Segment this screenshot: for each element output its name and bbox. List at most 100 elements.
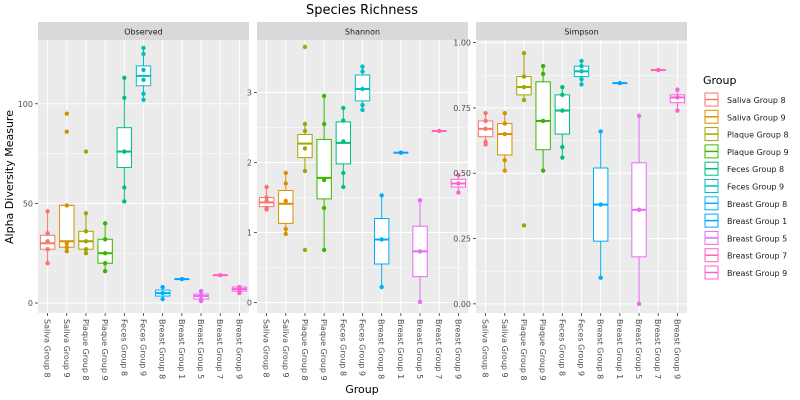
data-point [341, 170, 346, 176]
data-point [64, 111, 69, 116]
box-saliva-group-9 [497, 110, 513, 173]
legend-label: Saliva Group 8 [727, 96, 786, 105]
box-saliva-group-9 [59, 111, 75, 254]
data-point [64, 241, 69, 246]
x-axis-title: Group [345, 383, 379, 396]
box-plaque-group-8 [516, 50, 532, 228]
data-point [45, 231, 50, 236]
data-point [521, 84, 527, 90]
data-point [83, 211, 89, 216]
y-tick-label: 100 [18, 100, 33, 109]
legend-item: Saliva Group 9 [704, 109, 786, 124]
iqr-box [316, 138, 332, 200]
box-feces-group-8 [554, 84, 571, 160]
data-point [560, 155, 565, 160]
data-point [456, 190, 461, 195]
facet-strip-label: Shannon [345, 28, 380, 37]
legend-title: Group [703, 74, 737, 87]
box-saliva-group-8 [39, 209, 56, 266]
data-point [45, 239, 50, 244]
data-point [579, 76, 584, 82]
x-tick-label: Plaque Group 9 [319, 319, 328, 381]
y-tick-label: 0 [28, 299, 33, 308]
data-point [141, 97, 146, 102]
x-tick-label: Saliva Group 8 [262, 319, 271, 378]
data-point [483, 126, 488, 132]
data-point [122, 185, 127, 190]
data-point [141, 51, 146, 57]
chart-title: Species Richness [306, 3, 418, 18]
box-plaque-group-8 [297, 44, 313, 253]
data-point [417, 198, 423, 203]
panel-shannon: Shannon 0 1 2 3 Saliva Group 8 Saliva Group 9 P… [247, 22, 468, 381]
data-point [198, 298, 204, 304]
box-feces-group-9 [354, 64, 371, 113]
data-point [321, 205, 327, 211]
data-point [636, 301, 642, 307]
data-point [141, 77, 146, 83]
data-point [83, 229, 89, 234]
iqr-box [297, 134, 313, 159]
data-point [122, 199, 127, 204]
x-tick-label: Saliva Group 9 [281, 319, 290, 378]
y-tick-label: 0.25 [453, 235, 471, 244]
box-saliva-group-9 [278, 170, 294, 237]
box-breast-group-5 [412, 198, 428, 304]
data-point [360, 69, 365, 74]
data-point [198, 292, 204, 298]
data-point [540, 71, 546, 77]
data-point [83, 247, 89, 252]
data-point [341, 105, 346, 111]
data-point [302, 247, 308, 253]
x-tick-label: Feces Group 9 [358, 319, 367, 376]
data-point [283, 181, 288, 186]
box-plaque-group-9 [97, 221, 113, 274]
data-point [379, 284, 384, 290]
box-breast-group-8 [154, 284, 171, 302]
iqr-box [497, 123, 513, 156]
data-point [283, 231, 288, 237]
y-tick-label: 0.50 [453, 169, 471, 178]
iqr-box [278, 190, 294, 224]
data-point [283, 198, 288, 204]
data-point [656, 67, 661, 73]
x-tick-label: Breast Group 7 [434, 319, 443, 379]
data-point [560, 144, 565, 150]
data-point [598, 129, 603, 134]
data-point [398, 150, 404, 155]
data-point [456, 181, 461, 186]
data-point [321, 177, 327, 183]
legend-label: Plaque Group 9 [727, 148, 789, 157]
x-tick-label: Plaque Group 9 [538, 319, 547, 381]
data-point [379, 237, 384, 242]
box-plaque-group-9 [316, 93, 332, 253]
data-point [321, 121, 327, 127]
x-tick-label: Breast Group 7 [215, 319, 224, 379]
data-point [302, 128, 308, 134]
data-point [141, 91, 146, 97]
box-breast-group-1 [612, 80, 628, 86]
box-breast-group-9 [231, 284, 248, 296]
y-tick-label: 50 [23, 199, 33, 208]
box-breast-group-9 [450, 172, 467, 195]
legend-item: Breast Group 9 [704, 265, 787, 280]
data-point [360, 102, 365, 108]
data-point [102, 251, 108, 256]
legend-items: Saliva Group 8 Saliva Group 9 Plaque Group… [704, 92, 789, 280]
iqr-box [535, 81, 551, 151]
legend-item: Breast Group 5 [704, 230, 787, 245]
data-point [579, 63, 584, 69]
data-point [122, 149, 127, 154]
data-point [45, 260, 50, 266]
legend-label: Breast Group 7 [727, 252, 787, 261]
data-point [675, 95, 680, 100]
data-point [560, 84, 565, 90]
legend-label: Breast Group 5 [727, 234, 787, 243]
box-breast-group-7 [212, 272, 228, 278]
data-point [64, 249, 69, 254]
data-point [264, 195, 269, 200]
data-point [64, 245, 69, 250]
legend-label: Saliva Group 9 [727, 113, 786, 122]
x-tick-label: Feces Group 9 [577, 319, 586, 376]
y-tick-label: 0.00 [453, 300, 471, 309]
